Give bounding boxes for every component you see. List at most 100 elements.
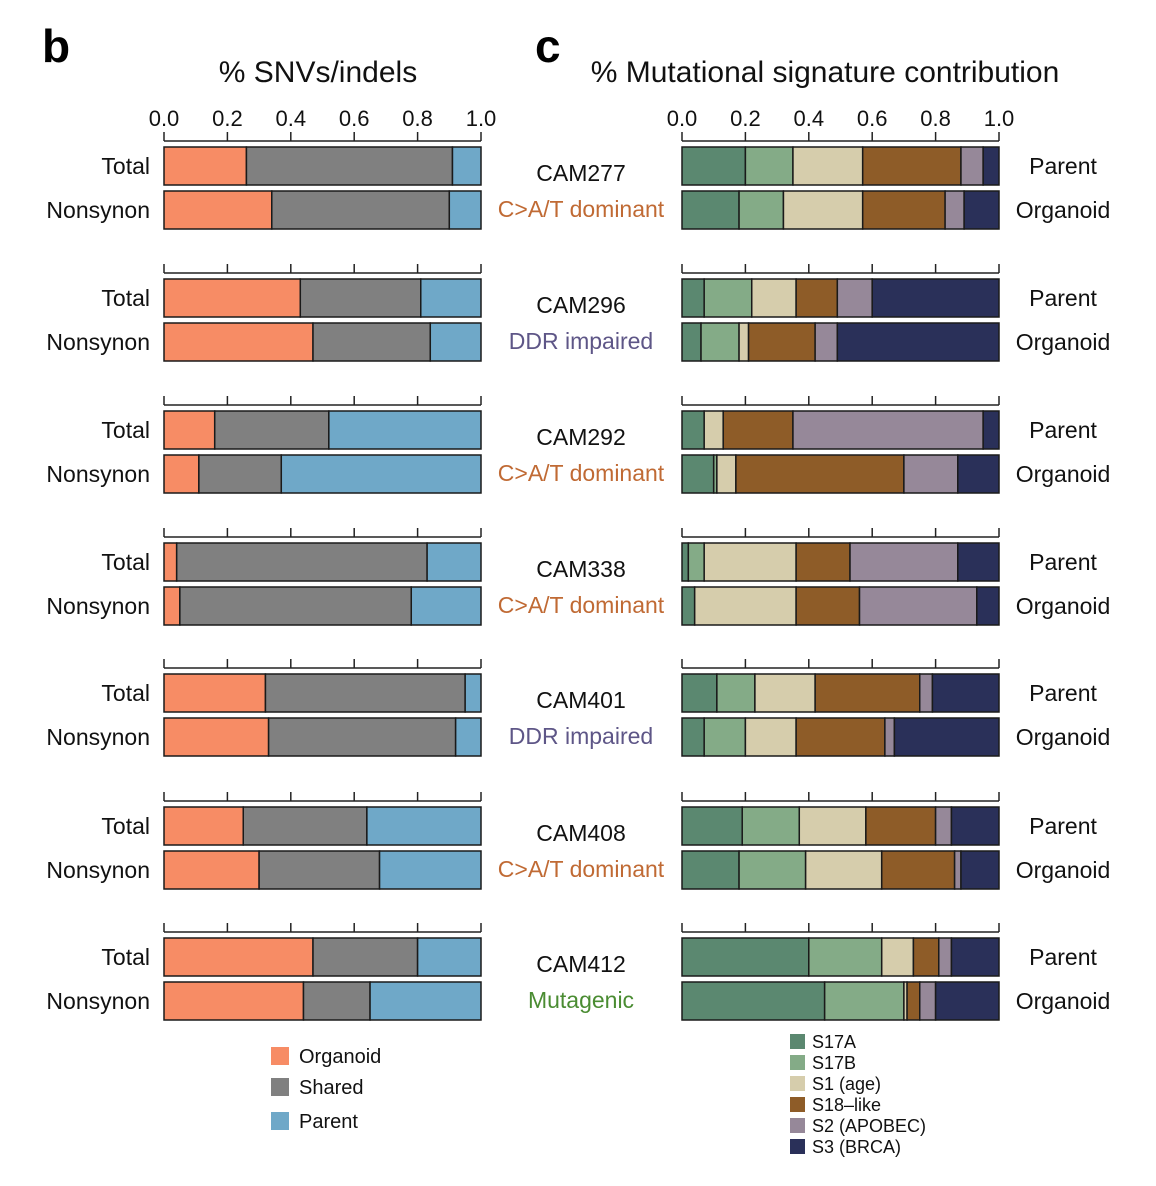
bar-segment-s17a (681, 278, 705, 318)
x-tick-label: 0.0 (667, 106, 698, 131)
bar-segment-shared (267, 717, 457, 757)
legend-label: Parent (299, 1111, 358, 1133)
bar-segment-shared (179, 586, 413, 626)
row-label: Parent (1029, 813, 1097, 839)
panel-c-letter: c (535, 20, 561, 72)
bar-segment-organoid (163, 981, 305, 1021)
bar-group-cam277: 0.0 0.2 0.4 0.6 0.8 1.0 Parent Organoid CAM277 C>… (498, 106, 1111, 230)
sample-label: CAM292 (536, 424, 625, 450)
bar-segment-s2-apobec- (858, 586, 978, 626)
sample-label: CAM412 (536, 951, 625, 977)
bar-segment-s2-apobec- (884, 717, 896, 757)
bar-segment-s18-like (814, 673, 921, 713)
bar-segment-parent (420, 278, 482, 318)
bar-group-cam401: Total Nonsynon (46, 659, 482, 757)
bar-segment-s18-like (795, 717, 886, 757)
bar-segment-s1-age- (750, 278, 797, 318)
bar-segment-s1-age- (703, 542, 797, 582)
bar-segment-s3-brca- (950, 937, 1000, 977)
row-label: Parent (1029, 153, 1097, 179)
bar-segment-s17a (681, 981, 826, 1021)
legend-swatch (790, 1055, 805, 1070)
sample-label: CAM296 (536, 292, 625, 318)
bar-segment-s2-apobec- (814, 322, 839, 362)
bar-segment-s1-age- (716, 454, 737, 494)
bar-segment-parent (426, 542, 482, 582)
bar-segment-organoid (163, 850, 260, 890)
sample-class-label: C>A/T dominant (498, 856, 665, 882)
bar-segment-shared (258, 850, 381, 890)
bar-segment-shared (245, 146, 454, 186)
bar-segment-s17a (681, 937, 810, 977)
legend-label: S18–like (812, 1095, 881, 1115)
bar-group-cam292: Parent Organoid CAM292 C>A/T dominant (498, 396, 1111, 494)
row-label: Organoid (1016, 593, 1111, 619)
legend-item-s3-brca-: S3 (BRCA) (790, 1137, 901, 1157)
bar-segment-shared (299, 278, 422, 318)
legend-item-shared: Shared (271, 1077, 364, 1099)
x-tick-label: 0.8 (402, 106, 433, 131)
row-label: Organoid (1016, 724, 1111, 750)
bar-segment-s3-brca- (957, 454, 1000, 494)
bar-segment-s1-age- (798, 806, 867, 846)
bar-segment-s3-brca- (982, 410, 1000, 450)
x-tick-label: 1.0 (984, 106, 1015, 131)
bar-segment-organoid (163, 410, 216, 450)
row-label: Organoid (1016, 461, 1111, 487)
bar-segment-s2-apobec- (836, 278, 873, 318)
bar-segment-s18-like (795, 586, 861, 626)
bar-segment-s17a (681, 850, 740, 890)
legend-label: Shared (299, 1077, 364, 1099)
bar-segment-parent (280, 454, 482, 494)
legend-swatch (271, 1078, 289, 1096)
bar-segment-organoid (163, 806, 244, 846)
bar-segment-shared (264, 673, 466, 713)
bar-segment-s3-brca- (931, 673, 1000, 713)
panel-b-legend: Organoid Shared Parent (271, 1046, 381, 1133)
bar-segment-shared (312, 322, 432, 362)
row-label: Total (101, 680, 150, 706)
bar-segment-s17b (700, 322, 740, 362)
bar-segment-s18-like (861, 146, 962, 186)
bar-segment-s17b (741, 806, 801, 846)
legend-label: S17B (812, 1053, 856, 1073)
bar-segment-s3-brca- (893, 717, 1000, 757)
legend-item-s17a: S17A (790, 1032, 856, 1052)
bar-segment-parent (448, 190, 482, 230)
bar-group-cam401: Parent Organoid CAM401 DDR impaired (509, 659, 1111, 757)
sample-label: CAM401 (536, 687, 625, 713)
bar-segment-s17b (703, 278, 753, 318)
bar-segment-s18-like (865, 806, 937, 846)
bar-segment-parent (451, 146, 482, 186)
legend-swatch (790, 1139, 805, 1154)
bar-segment-s17a (681, 542, 690, 582)
bar-segment-s2-apobec- (944, 190, 965, 230)
bar-group-cam338: Parent Organoid CAM338 C>A/T dominant (498, 528, 1111, 626)
bar-group-cam296: Parent Organoid CAM296 DDR impaired (509, 264, 1110, 362)
bar-segment-shared (302, 981, 371, 1021)
x-tick-label: 0.6 (857, 106, 888, 131)
bar-segment-s1-age- (804, 850, 883, 890)
bar-group-cam412: Parent Organoid CAM412 Mutagenic (528, 923, 1111, 1021)
sample-label: CAM338 (536, 556, 625, 582)
legend-label: S17A (812, 1032, 856, 1052)
x-tick-label: 0.4 (794, 106, 825, 131)
row-label: Organoid (1016, 197, 1111, 223)
bar-segment-s17b (716, 673, 756, 713)
bar-segment-s1-age- (754, 673, 816, 713)
bar-segment-s18-like (912, 937, 940, 977)
bar-segment-s17a (681, 586, 696, 626)
bar-segment-s17b (738, 190, 785, 230)
bar-segment-parent (454, 717, 482, 757)
bar-segment-s2-apobec- (919, 673, 934, 713)
bar-segment-s17b (738, 850, 807, 890)
row-label: Organoid (1016, 988, 1111, 1014)
bar-segment-shared (175, 542, 428, 582)
row-label: Nonsynon (46, 329, 150, 355)
bar-segment-s18-like (880, 850, 956, 890)
bar-segment-s2-apobec- (953, 850, 962, 890)
row-label: Total (101, 285, 150, 311)
bar-segment-s17a (681, 146, 747, 186)
legend-item-s2-apobec-: S2 (APOBEC) (790, 1116, 926, 1136)
